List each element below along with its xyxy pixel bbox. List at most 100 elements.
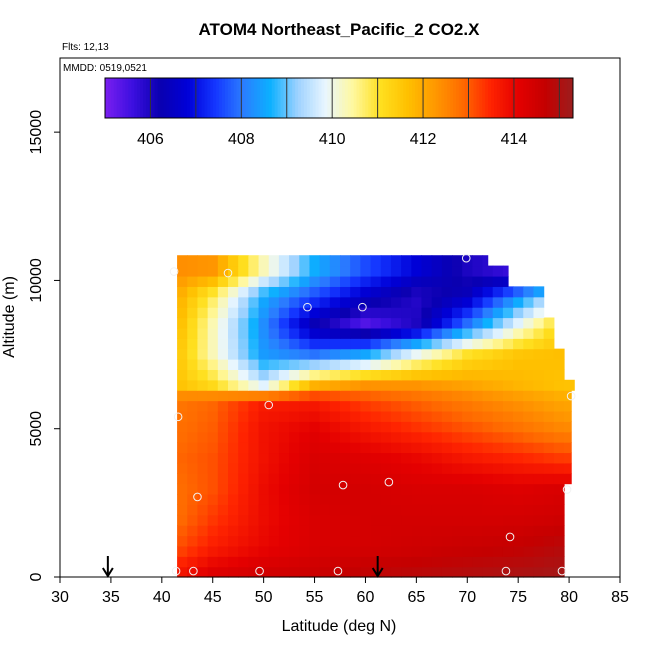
heatmap-cell: [411, 566, 423, 578]
heatmap-cell: [502, 296, 514, 308]
colorbar-swatch: [183, 78, 188, 118]
colorbar-swatch: [511, 78, 515, 118]
observation-point: [562, 485, 572, 494]
heatmap-cell: [258, 265, 270, 277]
heatmap-cell: [289, 400, 300, 412]
heatmap-cell: [299, 493, 311, 505]
heatmap-cell: [309, 400, 321, 412]
heatmap-cell: [390, 286, 402, 298]
heatmap-cell: [258, 327, 270, 339]
heatmap-cell: [238, 525, 249, 537]
heatmap-cell: [462, 317, 473, 329]
heatmap-cell: [533, 359, 545, 370]
heatmap-cell: [553, 452, 565, 464]
heatmap-cell: [238, 400, 249, 412]
heatmap-cell: [187, 255, 199, 267]
heatmap-cell: [401, 286, 412, 298]
heatmap-cell: [411, 545, 423, 557]
heatmap-cell: [187, 410, 199, 422]
heatmap-cell: [329, 286, 341, 298]
heatmap-cell: [401, 462, 412, 474]
heatmap-cell: [523, 307, 535, 319]
heatmap-cell: [207, 400, 219, 412]
heatmap-cell: [401, 566, 412, 578]
heatmap-cell: [217, 566, 229, 578]
heatmap-cell: [411, 421, 423, 433]
heatmap-cell: [197, 504, 209, 516]
x-tick-label: 60: [357, 589, 375, 606]
heatmap-cell: [370, 525, 382, 537]
heatmap-cell: [187, 265, 199, 277]
heatmap-cell: [340, 452, 351, 464]
heatmap-cell: [228, 275, 239, 287]
heatmap-cell: [299, 307, 311, 319]
colorbar-swatch: [116, 78, 121, 118]
heatmap-cell: [411, 483, 423, 495]
heatmap-cell: [492, 566, 504, 578]
heatmap-cell: [217, 514, 229, 526]
heatmap-cell: [370, 410, 382, 422]
heatmap-cell: [207, 307, 219, 319]
observation-point: [169, 267, 179, 276]
heatmap-cell: [278, 359, 290, 370]
heatmap-cell: [452, 566, 463, 578]
heatmap-cell: [187, 400, 199, 412]
heatmap-cell: [533, 504, 545, 516]
heatmap-cell: [309, 296, 321, 308]
colorbar-swatch: [537, 78, 542, 118]
heatmap-cell: [564, 400, 572, 412]
heatmap-cell: [197, 359, 209, 370]
heatmap-cell: [431, 296, 443, 308]
heatmap-cell: [268, 410, 280, 422]
heatmap-cell: [187, 286, 199, 298]
heatmap-cell: [197, 265, 209, 277]
heatmap-cell: [299, 442, 311, 454]
colorbar-swatch: [482, 78, 486, 118]
heatmap-cell: [248, 556, 260, 568]
heatmap-cell: [238, 338, 249, 350]
heatmap-cell: [228, 483, 239, 495]
heatmap-cell: [299, 348, 311, 360]
heatmap-cell: [350, 452, 361, 464]
heatmap-cell: [492, 535, 504, 547]
heatmap-cell: [523, 483, 535, 495]
heatmap-cell: [390, 410, 402, 422]
heatmap-cell: [502, 275, 509, 287]
heatmap-cell: [553, 566, 565, 578]
heatmap-cell: [513, 390, 524, 402]
heatmap-cell: [421, 338, 433, 350]
heatmap-cell: [217, 504, 229, 516]
heatmap-cell: [319, 514, 331, 526]
heatmap-cell: [299, 525, 311, 537]
colorbar-swatch: [368, 78, 372, 118]
heatmap-cell: [543, 327, 555, 339]
heatmap-cell: [278, 421, 290, 433]
heatmap-cell: [289, 473, 300, 485]
heatmap-cell: [289, 317, 300, 329]
heatmap-cell: [502, 493, 514, 505]
colorbar-swatch: [403, 78, 407, 118]
heatmap-cell: [462, 275, 473, 287]
heatmap-cell: [401, 410, 412, 422]
heatmap-cell: [472, 483, 484, 495]
heatmap-cell: [441, 369, 453, 381]
heatmap-cell: [248, 400, 260, 412]
heatmap-cell: [452, 504, 463, 516]
heatmap-cell: [492, 265, 504, 277]
heatmap-cell: [207, 390, 219, 402]
heatmap-cell: [472, 493, 484, 505]
heatmap-cell: [268, 359, 280, 370]
heatmap-cell: [238, 255, 249, 267]
heatmap-cell: [329, 338, 341, 350]
heatmap-cell: [340, 493, 351, 505]
heatmap-cell: [401, 514, 412, 526]
heatmap-cell: [401, 275, 412, 287]
heatmap-cell: [248, 369, 260, 381]
colorbar-swatch: [186, 78, 191, 118]
heatmap-cell: [482, 566, 494, 578]
heatmap-cell: [411, 504, 423, 516]
heatmap-cell: [350, 545, 361, 557]
heatmap-cell: [360, 535, 372, 547]
heatmap-cell: [360, 379, 372, 391]
